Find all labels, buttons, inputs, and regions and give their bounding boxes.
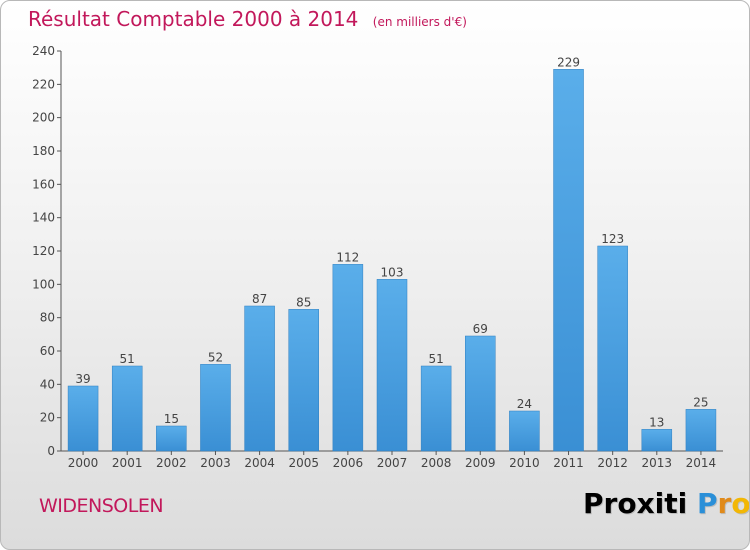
bar [244, 305, 275, 452]
bar-value-label: 51 [120, 352, 135, 366]
x-tick-label: 2003 [200, 456, 231, 470]
y-tick-label: 240 [32, 44, 55, 58]
x-tick-label: 2014 [686, 456, 717, 470]
bar-value-label: 24 [517, 397, 532, 411]
y-tick-label: 60 [40, 344, 55, 358]
proxiti-logo: Proxiti Proxiti [583, 487, 750, 520]
x-tick-label: 2010 [509, 456, 540, 470]
bar [597, 245, 628, 452]
x-tick-label: 2011 [553, 456, 584, 470]
proxiti-logo-text: Proxiti [583, 487, 688, 520]
bar-value-label: 103 [381, 265, 404, 279]
y-tick-label: 160 [32, 177, 55, 191]
x-tick-label: 2013 [642, 456, 673, 470]
bar [376, 279, 408, 452]
y-tick-label: 40 [40, 377, 55, 391]
bar [509, 410, 540, 452]
x-tick-label: 2008 [421, 456, 452, 470]
x-tick-label: 2007 [377, 456, 408, 470]
logo-letter: r [717, 487, 732, 520]
y-tick-label: 200 [32, 111, 55, 125]
bar [420, 365, 452, 452]
bar-value-label: 13 [649, 415, 664, 429]
chart-title: Résultat Comptable 2000 à 2014 (en milli… [28, 7, 467, 31]
logo-letter: o [731, 487, 750, 520]
bar [685, 409, 717, 452]
city-name: WIDENSOLEN [39, 495, 164, 517]
bar [288, 309, 319, 452]
y-tick-label: 80 [40, 311, 55, 325]
x-tick-label: 2006 [333, 456, 364, 470]
bar [67, 385, 99, 452]
bar-value-label: 85 [296, 295, 311, 309]
bar-value-label: 123 [601, 232, 624, 246]
y-tick-label: 140 [32, 211, 55, 225]
x-tick-label: 2009 [465, 456, 496, 470]
bar-value-label: 51 [428, 352, 443, 366]
bar-value-label: 15 [164, 412, 179, 426]
bar-value-label: 52 [208, 350, 223, 364]
bar-value-label: 87 [252, 292, 267, 306]
y-tick-label: 220 [32, 77, 55, 91]
y-tick-label: 120 [32, 244, 55, 258]
chart-title-text: Résultat Comptable 2000 à 2014 [28, 7, 359, 31]
bar [332, 264, 364, 452]
x-tick-label: 2004 [244, 456, 275, 470]
chart-subtitle: (en milliers d'€) [372, 15, 467, 29]
bar [200, 364, 231, 452]
y-tick-label: 100 [32, 277, 55, 291]
y-tick-label: 0 [47, 444, 55, 458]
y-tick-label: 20 [40, 411, 55, 425]
bar [553, 69, 584, 452]
bar [465, 335, 496, 452]
y-tick-label: 180 [32, 144, 55, 158]
bar [111, 365, 143, 452]
bar [156, 425, 187, 452]
bar-value-label: 39 [75, 372, 90, 386]
bar-value-label: 69 [473, 322, 488, 336]
proxiti-logo-letters: Proxiti [696, 487, 750, 520]
bar-value-label: 229 [557, 55, 580, 69]
x-tick-label: 2001 [112, 456, 143, 470]
x-tick-label: 2012 [597, 456, 628, 470]
x-tick-label: 2005 [288, 456, 319, 470]
x-tick-label: 2000 [68, 456, 99, 470]
bar [641, 429, 673, 452]
bar-value-label: 112 [336, 250, 359, 264]
x-tick-label: 2002 [156, 456, 187, 470]
logo-letter: P [696, 487, 718, 520]
bar-value-label: 25 [693, 395, 708, 409]
